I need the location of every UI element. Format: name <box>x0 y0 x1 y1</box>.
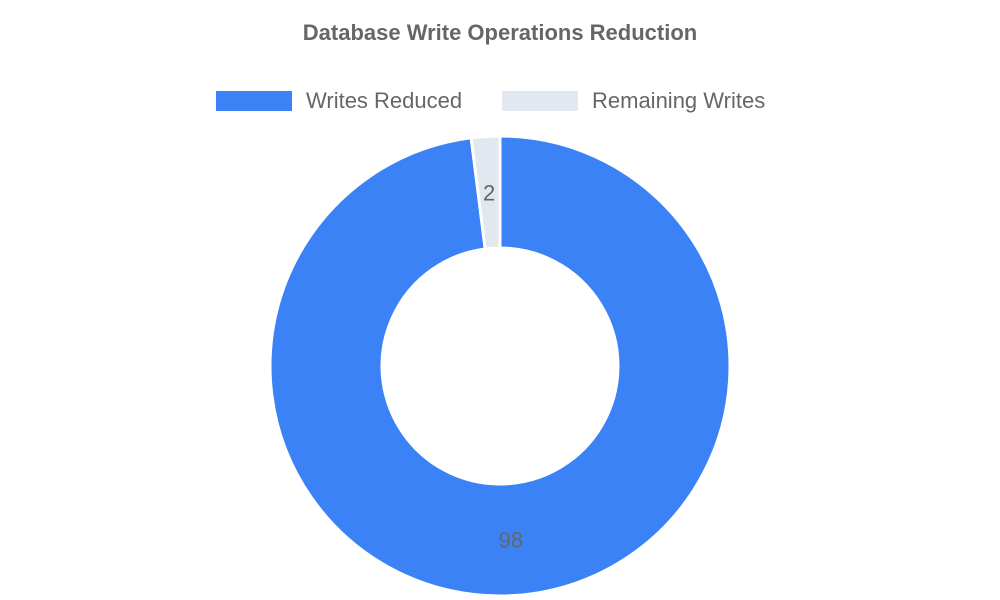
legend-label: Remaining Writes <box>592 88 766 113</box>
doughnut-segment-remaining-writes[interactable] <box>469 134 502 251</box>
legend-item-writes-reduced[interactable]: Writes Reduced <box>216 88 463 113</box>
data-label: 2 <box>483 180 495 205</box>
chart-title: Database Write Operations Reduction <box>302 20 698 45</box>
legend-swatch-remaining-writes <box>502 91 578 111</box>
doughnut-segment-writes-reduced[interactable] <box>268 134 732 598</box>
legend-label: Writes Reduced <box>306 88 463 113</box>
legend-item-remaining-writes[interactable]: Remaining Writes <box>502 88 766 113</box>
legend-swatch-writes-reduced <box>216 91 292 111</box>
data-label: 98 <box>499 528 523 553</box>
